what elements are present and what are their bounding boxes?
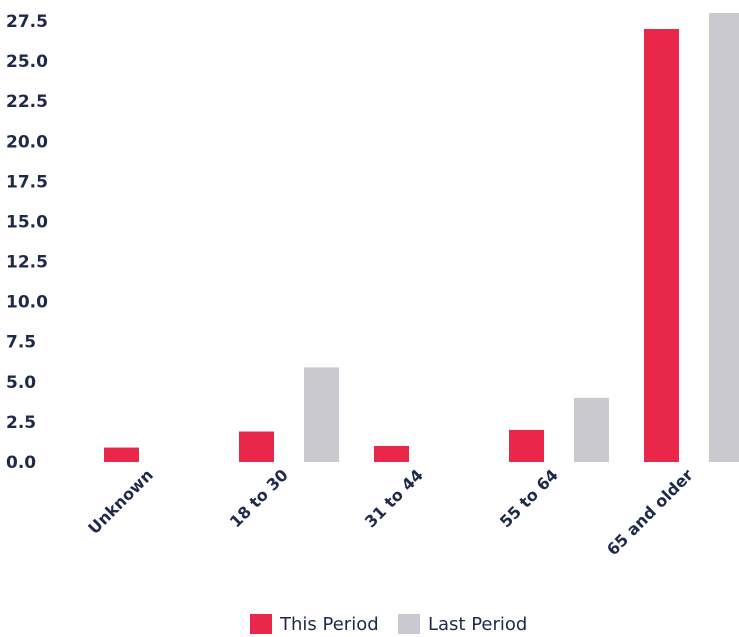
y-tick-label: 15.0 bbox=[6, 212, 48, 232]
y-tick-label: 22.5 bbox=[6, 92, 48, 112]
legend-swatch bbox=[398, 614, 420, 634]
x-tick-label: Unknown bbox=[84, 465, 157, 538]
y-tick-label: 0.0 bbox=[6, 453, 36, 473]
bar-this-period-55-to-64 bbox=[509, 429, 544, 462]
legend-label: Last Period bbox=[428, 614, 527, 635]
bar-this-period-unknown bbox=[104, 447, 139, 462]
y-tick-label: 17.5 bbox=[6, 172, 48, 192]
legend[interactable]: This Period Last Period bbox=[250, 614, 527, 635]
y-tick-label: 5.0 bbox=[6, 373, 36, 393]
x-tick-label: 18 to 30 bbox=[226, 465, 292, 531]
y-tick-label: 20.0 bbox=[6, 132, 48, 152]
y-tick-label: 27.5 bbox=[6, 12, 48, 32]
bar-this-period-65-and-older bbox=[644, 29, 679, 462]
x-axis: Unknown 18 to 30 31 to 44 55 to 64 65 and ol… bbox=[84, 465, 697, 559]
x-tick-label: 55 to 64 bbox=[496, 465, 562, 531]
y-tick-label: 12.5 bbox=[6, 253, 48, 273]
bar-this-period-18-to-30 bbox=[239, 431, 274, 462]
legend-label: This Period bbox=[279, 614, 379, 635]
x-tick-label: 31 to 44 bbox=[361, 465, 427, 531]
bar-this-period-31-to-44 bbox=[374, 445, 409, 462]
bar-last-period-65-and-older bbox=[709, 12, 739, 463]
y-tick-label: 7.5 bbox=[6, 333, 36, 353]
y-tick-label: 2.5 bbox=[6, 413, 36, 433]
y-axis: 0.0 2.5 5.0 7.5 10.0 12.5 15.0 17.5 20.0 22.5 25.0… bbox=[6, 12, 48, 473]
bars bbox=[104, 12, 739, 463]
legend-swatch bbox=[250, 614, 272, 634]
legend-item-this-period[interactable]: This Period bbox=[250, 614, 379, 635]
bar-last-period-18-to-30 bbox=[304, 367, 339, 462]
x-tick-label: 65 and older bbox=[603, 465, 697, 559]
legend-item-last-period[interactable]: Last Period bbox=[398, 614, 527, 635]
y-tick-label: 10.0 bbox=[6, 293, 48, 313]
bar-last-period-55-to-64 bbox=[574, 397, 609, 462]
y-tick-label: 25.0 bbox=[6, 52, 48, 72]
